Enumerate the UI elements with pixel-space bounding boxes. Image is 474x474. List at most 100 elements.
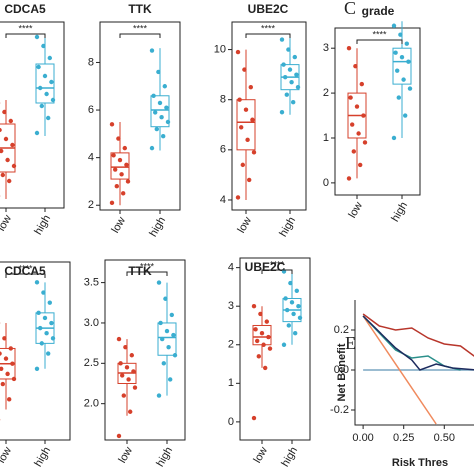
point [158,320,163,326]
point [2,336,7,341]
point [287,67,293,72]
point [118,361,123,366]
point [44,331,49,336]
panel-title: UBE2C [245,260,286,274]
point [34,366,40,371]
point [267,346,273,351]
significance-bracket [356,39,403,44]
x-tick-label: 0.25 [393,432,414,444]
y-tick-label: 8 [220,94,226,106]
box-panel: CDCA5 low high **** [0,261,71,469]
point [10,361,15,366]
point [36,310,41,316]
point [359,81,364,87]
box [392,47,412,85]
point [10,142,15,148]
point [44,91,49,97]
significance-label: **** [261,23,276,33]
point [266,334,271,340]
point [358,162,363,168]
x-tick-label: high [389,200,410,224]
point [294,72,299,77]
point [161,361,166,366]
point [109,122,115,127]
point [395,68,400,73]
point [161,134,166,139]
point [42,315,48,321]
point [129,353,134,358]
point [240,162,245,168]
point [156,393,162,398]
box [110,152,130,180]
point [3,136,9,142]
point [165,119,171,125]
point [125,179,131,184]
point [149,145,155,151]
point [120,373,125,378]
point [235,49,241,55]
y-tick-label: 2 [228,339,234,351]
point [393,50,398,55]
point [247,177,252,183]
point [289,300,295,305]
point [160,336,165,342]
significance-bracket [261,269,293,274]
point [128,409,133,414]
y-tick-label: 0 [323,177,329,189]
point [151,93,156,98]
point [42,73,48,79]
point [156,69,161,75]
point [126,377,131,382]
panel-letter: E [345,333,356,353]
point [281,342,287,347]
x-tick-label: 0.00 [352,432,373,444]
point [116,433,122,439]
point [0,381,5,387]
point [237,97,242,102]
y-tick-label: 4 [228,262,234,274]
point [0,172,5,178]
point [362,140,368,145]
x-tick-label: low [346,200,365,220]
y-tick-label: 6 [88,104,94,116]
point [350,122,355,127]
point [242,67,247,72]
point [294,288,299,293]
point [285,307,290,313]
x-tick-label: high [32,213,53,237]
y-tick-label: 2.0 [84,398,99,410]
point [0,148,4,154]
point [264,319,269,324]
x-tick-label: high [147,215,168,239]
panel-title: grade [362,4,395,18]
point [157,100,163,106]
point [284,92,289,97]
point [39,341,44,346]
point [47,300,52,305]
point [348,95,353,100]
point [253,327,258,332]
point [114,184,120,189]
y-tick-label: 1 [323,132,329,144]
panel-title: CDCA5 [4,2,46,16]
net-benefit-line [362,315,437,425]
point [0,366,4,371]
point [403,113,408,118]
point [293,330,298,336]
point [353,63,358,69]
point [258,311,263,317]
point [245,137,250,143]
point [292,54,297,60]
point [279,37,285,42]
point [124,365,130,370]
box-panel: CDCA5 low high **** [0,2,65,237]
point [399,54,405,60]
point [2,109,7,115]
point [396,95,401,100]
point [251,415,257,421]
point [398,32,403,37]
x-tick-label: low [0,213,14,233]
x-tick-label: low [235,215,254,235]
point [123,344,128,350]
